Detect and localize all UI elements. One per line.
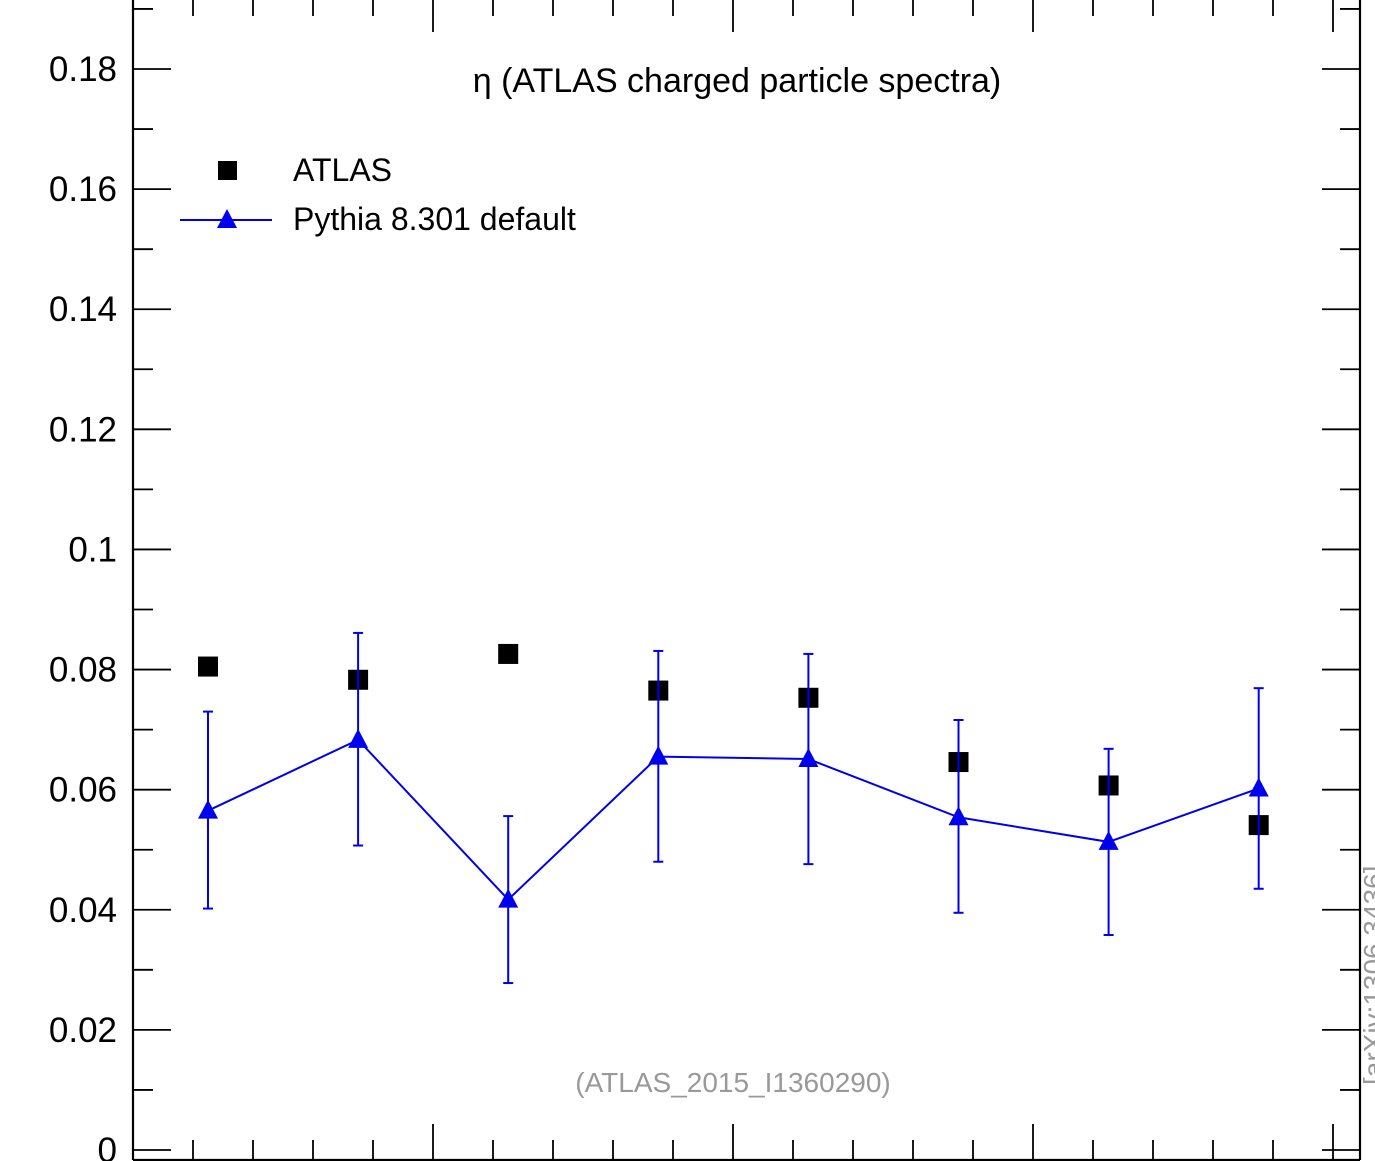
y-tick-label: 0.02 — [49, 1011, 117, 1050]
legend-label: ATLAS — [293, 152, 392, 188]
legend: ATLAS Pythia 8.301 default — [180, 152, 576, 237]
series-lines — [207, 738, 1260, 901]
series-line-2 — [207, 738, 1260, 901]
y-tick-label: 0.1 — [68, 530, 117, 569]
y-tick-label: 0.16 — [49, 170, 117, 209]
series-points — [198, 631, 1269, 985]
arxiv-side-label: [arXiv:1306.3436] — [1358, 866, 1375, 1086]
data-point-triangle — [948, 806, 969, 826]
data-point-triangle — [498, 888, 519, 908]
data-point-triangle — [648, 745, 669, 765]
y-tick-label: 0.14 — [49, 290, 117, 329]
data-point-triangle — [1248, 777, 1269, 797]
chart-title: η (ATLAS charged particle spectra) — [473, 62, 1002, 100]
data-point-triangle — [1098, 830, 1119, 850]
data-point-triangle — [348, 728, 369, 748]
legend-label: Pythia 8.301 default — [293, 201, 576, 237]
analysis-reference: (ATLAS_2015_I1360290) — [575, 1067, 891, 1098]
data-point-square — [498, 643, 519, 664]
y-tick-label: 0.18 — [49, 50, 117, 89]
y-axis: 0 0.02 0.04 0.06 0.08 0.1 0.12 0.14 0.16 0.18 — [49, 8, 1360, 1161]
y-tick-label: 0.08 — [49, 651, 117, 690]
legend-entry-2: Pythia 8.301 default — [180, 201, 576, 237]
data-point-triangle — [798, 748, 819, 768]
y-tick-label: 0.04 — [49, 891, 117, 930]
data-point-square — [198, 656, 218, 677]
legend-marker-triangle — [217, 209, 237, 228]
y-tick-label: 0 — [98, 1131, 117, 1161]
y-tick-label: 0.12 — [49, 410, 117, 449]
series-2 — [198, 631, 1269, 985]
x-axis — [132, 0, 1334, 1160]
legend-marker-square — [218, 161, 237, 180]
y-tick-label: 0.06 — [49, 771, 117, 810]
legend-entry-1: ATLAS — [218, 152, 392, 188]
data-point-triangle — [198, 799, 218, 819]
plot-frame — [131, 0, 1362, 1161]
